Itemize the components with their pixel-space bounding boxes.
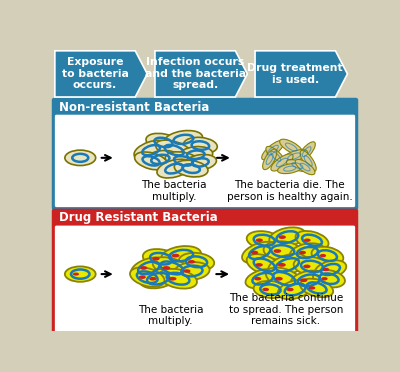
Text: Infection occurs
and the bacteria
spread.: Infection occurs and the bacteria spread… <box>144 57 246 90</box>
FancyBboxPatch shape <box>52 98 358 210</box>
FancyBboxPatch shape <box>55 225 355 332</box>
Ellipse shape <box>274 249 281 253</box>
Ellipse shape <box>286 288 294 291</box>
Ellipse shape <box>323 268 329 271</box>
Ellipse shape <box>313 270 345 288</box>
Ellipse shape <box>184 137 217 154</box>
Ellipse shape <box>300 151 316 171</box>
Text: Exposure
to bacteria
occurs.: Exposure to bacteria occurs. <box>62 57 128 90</box>
Ellipse shape <box>281 150 308 163</box>
Text: Non-resistant Bacteria: Non-resistant Bacteria <box>60 100 210 113</box>
Ellipse shape <box>162 266 170 270</box>
Ellipse shape <box>246 269 280 288</box>
Ellipse shape <box>320 254 326 257</box>
Text: Drug Resistant Bacteria: Drug Resistant Bacteria <box>60 211 218 224</box>
Text: The bacteria
multiply.: The bacteria multiply. <box>138 305 203 327</box>
Ellipse shape <box>298 142 315 161</box>
Ellipse shape <box>296 231 328 250</box>
Ellipse shape <box>278 280 312 299</box>
Ellipse shape <box>247 254 282 276</box>
Ellipse shape <box>247 231 282 249</box>
Ellipse shape <box>256 238 263 242</box>
Ellipse shape <box>294 257 330 276</box>
Ellipse shape <box>73 273 79 276</box>
Ellipse shape <box>143 151 178 168</box>
Ellipse shape <box>304 238 311 242</box>
Ellipse shape <box>278 263 286 267</box>
Text: The bacteria die. The
person is healthy again.: The bacteria die. The person is healthy … <box>227 180 352 202</box>
Ellipse shape <box>251 251 258 254</box>
Ellipse shape <box>140 266 147 270</box>
Ellipse shape <box>300 279 333 297</box>
Ellipse shape <box>139 275 146 279</box>
Ellipse shape <box>174 160 208 177</box>
Ellipse shape <box>140 269 176 288</box>
Text: The bacteria
multiply.: The bacteria multiply. <box>142 180 207 202</box>
Ellipse shape <box>131 257 166 278</box>
Ellipse shape <box>143 249 179 268</box>
Ellipse shape <box>264 241 302 261</box>
Ellipse shape <box>157 159 192 178</box>
Text: The bacteria continue
to spread. The person
remains sick.: The bacteria continue to spread. The per… <box>229 293 343 327</box>
Ellipse shape <box>315 260 346 279</box>
Ellipse shape <box>271 154 293 171</box>
FancyBboxPatch shape <box>55 115 355 207</box>
Polygon shape <box>55 51 147 97</box>
Ellipse shape <box>256 263 263 267</box>
Ellipse shape <box>153 257 191 279</box>
Polygon shape <box>155 51 247 97</box>
Ellipse shape <box>179 147 213 163</box>
Ellipse shape <box>308 286 315 290</box>
Ellipse shape <box>164 131 202 148</box>
Text: Drug treatment
is used.: Drug treatment is used. <box>248 63 343 85</box>
Ellipse shape <box>321 277 328 280</box>
Ellipse shape <box>184 269 190 273</box>
Ellipse shape <box>161 246 201 265</box>
Ellipse shape <box>300 278 308 282</box>
Ellipse shape <box>134 140 168 160</box>
Ellipse shape <box>65 150 96 166</box>
Ellipse shape <box>174 262 210 280</box>
Ellipse shape <box>254 281 287 298</box>
Polygon shape <box>255 51 348 97</box>
Ellipse shape <box>152 257 160 260</box>
Ellipse shape <box>291 270 327 290</box>
Ellipse shape <box>263 149 277 170</box>
Ellipse shape <box>295 160 315 175</box>
Ellipse shape <box>286 160 308 171</box>
Ellipse shape <box>299 251 306 254</box>
Ellipse shape <box>275 277 283 280</box>
Ellipse shape <box>290 243 325 262</box>
Ellipse shape <box>172 254 180 257</box>
Ellipse shape <box>130 267 164 287</box>
Ellipse shape <box>254 277 261 280</box>
Ellipse shape <box>135 152 168 170</box>
Ellipse shape <box>65 266 96 282</box>
Ellipse shape <box>159 269 197 289</box>
Ellipse shape <box>266 267 303 290</box>
Ellipse shape <box>266 146 286 166</box>
FancyBboxPatch shape <box>52 209 358 335</box>
Ellipse shape <box>280 139 303 155</box>
Ellipse shape <box>179 253 214 271</box>
Ellipse shape <box>149 277 156 280</box>
Ellipse shape <box>268 254 307 276</box>
Ellipse shape <box>262 141 284 160</box>
Ellipse shape <box>184 154 216 170</box>
Ellipse shape <box>188 260 195 263</box>
Ellipse shape <box>146 134 181 151</box>
Ellipse shape <box>169 277 176 280</box>
Ellipse shape <box>262 288 269 291</box>
Ellipse shape <box>303 264 310 268</box>
Ellipse shape <box>156 140 193 160</box>
Ellipse shape <box>242 242 277 263</box>
Ellipse shape <box>278 164 302 174</box>
Ellipse shape <box>165 152 202 170</box>
Ellipse shape <box>312 247 343 264</box>
Ellipse shape <box>278 235 286 239</box>
Ellipse shape <box>269 227 306 247</box>
